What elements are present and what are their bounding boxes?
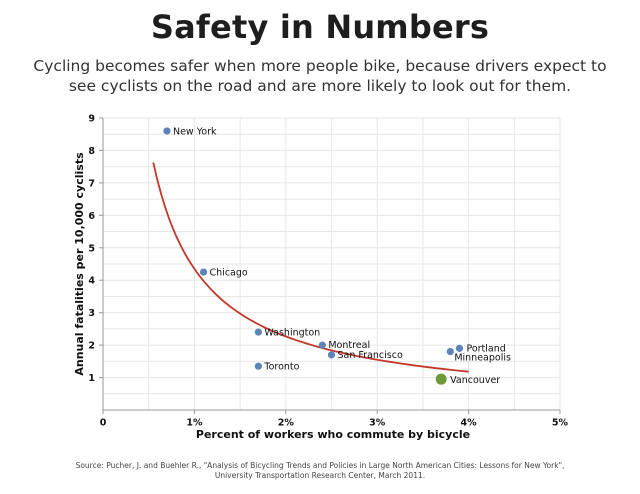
data-label: San Francisco: [338, 350, 403, 361]
data-point: [446, 348, 454, 356]
data-label: Washington: [264, 328, 320, 339]
data-point: [163, 127, 171, 135]
y-axis-label: Annual fatalities per 10,000 cyclists: [73, 152, 86, 376]
data-label: Chicago: [210, 268, 248, 279]
y-tick-label: 5: [88, 243, 95, 254]
y-tick-label: 1: [88, 373, 95, 384]
point-labels: New York Chicago Washington Toronto Montreal…: [173, 126, 511, 386]
x-tick-label: 3%: [369, 417, 386, 428]
data-label: Minneapolis: [454, 353, 511, 364]
x-tick-label: 0: [100, 417, 107, 428]
y-tick-label: 6: [88, 211, 95, 222]
data-point: [327, 351, 336, 359]
source-note: Source: Pucher, J. and Buehler R., "Anal…: [75, 461, 565, 480]
data-label: Montreal: [328, 340, 370, 351]
data-point: [455, 344, 464, 352]
chart-subtitle: Cycling becomes safer when more people b…: [33, 57, 607, 95]
axes: 0 1% 2% 3% 4% 5% 1 2 3 4 5 6 7 8 9: [88, 114, 568, 429]
x-tick-label: 2%: [278, 417, 295, 428]
y-tick-label: 8: [88, 146, 95, 157]
trendline: [152, 162, 469, 373]
data-point: [318, 341, 326, 349]
x-axis-label: Percent of workers who commute by bicycl…: [196, 428, 470, 441]
y-tick-label: 9: [88, 114, 95, 125]
x-tick-label: 1%: [186, 417, 203, 428]
y-tick-label: 3: [88, 308, 95, 319]
data-point: [254, 362, 262, 370]
x-tick-label: 5%: [552, 417, 569, 428]
data-label: Vancouver: [450, 375, 500, 386]
y-tick-label: 2: [88, 341, 95, 352]
data-point: [199, 268, 208, 276]
y-tick-label: 7: [88, 178, 95, 189]
data-label: Toronto: [263, 362, 299, 373]
data-label: New York: [173, 126, 217, 137]
data-label: Portland: [466, 343, 505, 354]
grid-lines: [103, 117, 561, 410]
x-tick-label: 4%: [461, 417, 478, 428]
data-points: [163, 127, 464, 385]
data-point: [254, 328, 262, 336]
y-tick-label: 4: [88, 276, 95, 287]
chart-title: Safety in Numbers: [150, 8, 490, 46]
data-point: [435, 373, 447, 385]
trendline-group: [152, 162, 469, 373]
